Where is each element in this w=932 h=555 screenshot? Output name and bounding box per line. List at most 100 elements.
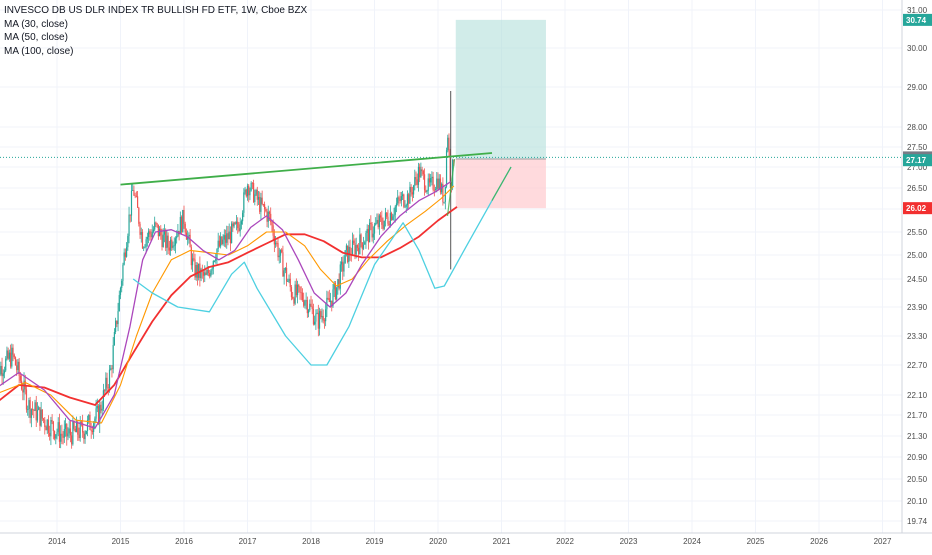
candle-body[interactable] xyxy=(48,420,49,433)
candle-body[interactable] xyxy=(257,190,258,200)
candle-body[interactable] xyxy=(89,415,90,430)
candle-body[interactable] xyxy=(196,265,197,278)
candle-body[interactable] xyxy=(124,252,125,264)
candle-body[interactable] xyxy=(392,216,393,219)
candle-body[interactable] xyxy=(292,297,293,298)
candle-body[interactable] xyxy=(31,409,32,418)
legend-ma50[interactable]: MA (50, close) xyxy=(4,31,307,45)
candle-body[interactable] xyxy=(387,217,388,224)
candle-body[interactable] xyxy=(91,430,92,431)
candle-body[interactable] xyxy=(108,388,109,389)
candle-body[interactable] xyxy=(166,236,167,248)
candle-body[interactable] xyxy=(169,248,170,251)
candle-body[interactable] xyxy=(422,169,423,171)
candle-body[interactable] xyxy=(425,190,426,192)
candle-body[interactable] xyxy=(301,292,302,293)
candle-body[interactable] xyxy=(419,167,420,177)
candle-body[interactable] xyxy=(181,217,182,232)
candle-body[interactable] xyxy=(362,243,363,249)
candle-body[interactable] xyxy=(64,429,65,438)
candle-body[interactable] xyxy=(154,222,155,229)
candle-body[interactable] xyxy=(315,314,316,322)
candle-body[interactable] xyxy=(30,400,31,418)
candle-body[interactable] xyxy=(330,301,331,302)
candle-body[interactable] xyxy=(159,229,160,236)
candle-body[interactable] xyxy=(146,239,147,247)
candle-body[interactable] xyxy=(401,196,402,201)
candle-body[interactable] xyxy=(122,265,123,281)
candle-body[interactable] xyxy=(363,245,364,249)
candle-body[interactable] xyxy=(237,222,238,229)
candle-body[interactable] xyxy=(111,368,112,369)
candle-body[interactable] xyxy=(139,224,140,235)
candle-body[interactable] xyxy=(424,174,425,190)
candle-body[interactable] xyxy=(211,268,212,270)
candle-body[interactable] xyxy=(225,235,226,243)
candle-body[interactable] xyxy=(390,213,391,225)
candle-body[interactable] xyxy=(364,242,365,244)
candle-body[interactable] xyxy=(34,402,35,410)
candle-body[interactable] xyxy=(158,225,159,237)
candle-body[interactable] xyxy=(213,261,214,268)
candle-body[interactable] xyxy=(329,298,330,302)
legend-ma30[interactable]: MA (30, close) xyxy=(4,18,307,32)
candle-body[interactable] xyxy=(407,194,408,205)
candle-body[interactable] xyxy=(277,243,278,257)
candle-body[interactable] xyxy=(224,235,225,239)
candle-body[interactable] xyxy=(88,415,89,420)
candle-body[interactable] xyxy=(448,138,449,152)
candle-body[interactable] xyxy=(95,408,96,418)
candle-body[interactable] xyxy=(243,192,244,212)
candle-body[interactable] xyxy=(406,205,407,207)
candle-body[interactable] xyxy=(203,272,204,276)
candle-body[interactable] xyxy=(396,203,397,206)
candle-body[interactable] xyxy=(435,189,436,190)
candle-body[interactable] xyxy=(160,229,161,235)
candle-body[interactable] xyxy=(188,235,189,236)
candle-body[interactable] xyxy=(47,420,48,431)
candle-body[interactable] xyxy=(418,167,419,185)
candle-body[interactable] xyxy=(357,245,358,248)
candle-body[interactable] xyxy=(263,204,264,205)
candle-body[interactable] xyxy=(5,359,6,371)
candle-body[interactable] xyxy=(9,353,10,359)
candle-body[interactable] xyxy=(33,410,34,411)
candle-body[interactable] xyxy=(295,284,296,303)
candle-body[interactable] xyxy=(258,197,259,200)
candle-body[interactable] xyxy=(286,268,287,282)
candle-body[interactable] xyxy=(143,248,144,249)
candle-body[interactable] xyxy=(17,362,18,370)
candle-body[interactable] xyxy=(12,348,13,355)
candle-body[interactable] xyxy=(299,287,300,293)
candle-body[interactable] xyxy=(175,238,176,245)
candle-body[interactable] xyxy=(439,179,440,189)
candle-body[interactable] xyxy=(39,407,40,426)
candle-body[interactable] xyxy=(251,183,252,191)
candle-body[interactable] xyxy=(193,258,194,259)
candle-body[interactable] xyxy=(148,231,149,237)
candle-body[interactable] xyxy=(44,420,45,427)
candle-body[interactable] xyxy=(207,270,208,275)
candle-body[interactable] xyxy=(137,196,138,208)
candle-body[interactable] xyxy=(86,431,87,434)
candle-body[interactable] xyxy=(276,243,277,244)
candle-body[interactable] xyxy=(3,373,4,376)
candle-body[interactable] xyxy=(431,177,432,178)
candle-body[interactable] xyxy=(204,272,205,275)
candle-body[interactable] xyxy=(249,191,250,196)
candle-body[interactable] xyxy=(92,431,93,432)
candle-body[interactable] xyxy=(302,293,303,300)
candle-body[interactable] xyxy=(379,215,380,227)
candle-body[interactable] xyxy=(133,190,134,195)
candle-body[interactable] xyxy=(11,348,12,367)
candle-body[interactable] xyxy=(356,245,357,254)
candle-body[interactable] xyxy=(152,232,153,238)
candle-body[interactable] xyxy=(408,194,409,204)
candle-body[interactable] xyxy=(282,252,283,276)
candle-body[interactable] xyxy=(404,207,405,208)
legend-ma100[interactable]: MA (100, close) xyxy=(4,45,307,59)
candle-body[interactable] xyxy=(386,213,387,217)
candle-body[interactable] xyxy=(61,434,62,436)
candle-body[interactable] xyxy=(132,190,133,191)
candle-body[interactable] xyxy=(37,410,38,420)
